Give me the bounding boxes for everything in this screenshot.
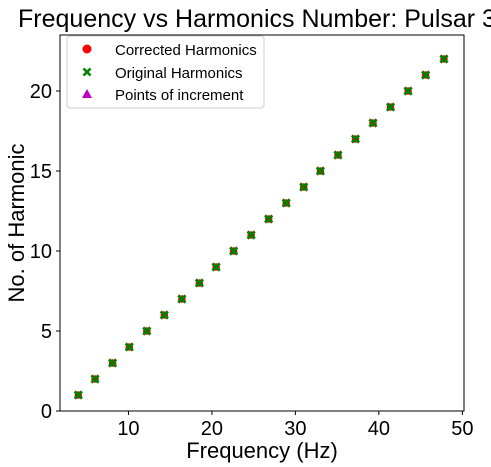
original-harmonic-point (439, 54, 449, 64)
y-tick-label: 0 (41, 401, 52, 423)
x-tick-label: 30 (284, 418, 306, 440)
original-harmonic-point (194, 278, 204, 288)
x-axis-label: Frequency (Hz) (186, 438, 338, 463)
legend-entry-corrected: Corrected Harmonics (115, 42, 257, 59)
legend-box (66, 35, 265, 109)
legend-marker-triangle (82, 89, 92, 98)
legend-entry-increment: Points of increment (115, 87, 244, 104)
plot-area-frame (59, 34, 465, 412)
y-tick-label: 15 (30, 161, 52, 183)
original-harmonic-point (124, 342, 134, 352)
legend: Corrected Harmonics Original Harmonics P… (66, 35, 265, 109)
legend-marker-circle (82, 44, 92, 54)
original-harmonic-point (142, 326, 152, 336)
x-tick-label: 10 (117, 418, 139, 440)
y-axis-label: No. of Harmonic (4, 144, 29, 303)
original-harmonic-point (403, 86, 413, 96)
original-harmonic-point (73, 390, 83, 400)
original-harmonic-point (350, 134, 361, 144)
chart-title: Frequency vs Harmonics Number: Pulsar 3 (18, 5, 491, 33)
legend-marker-x (82, 67, 92, 77)
original-harmonic-point (281, 198, 291, 208)
original-harmonic-point (385, 102, 396, 112)
x-axis: 10 20 30 40 50 (117, 411, 473, 440)
y-tick-label: 5 (41, 321, 52, 343)
y-axis: 0 5 10 15 20 (30, 81, 60, 423)
original-harmonic-point (299, 182, 309, 192)
original-harmonic-point (333, 150, 343, 160)
y-tick-label: 20 (30, 81, 52, 103)
data-points (73, 54, 449, 400)
original-harmonic-point (90, 374, 100, 384)
y-tick-label: 10 (30, 241, 52, 263)
legend-entry-original: Original Harmonics (115, 65, 243, 82)
original-harmonic-point (177, 294, 187, 304)
original-harmonic-point (264, 214, 274, 224)
original-harmonic-point (159, 310, 169, 320)
original-harmonic-point (246, 230, 256, 240)
x-tick-label: 50 (451, 418, 473, 440)
x-tick-label: 20 (201, 418, 223, 440)
original-harmonic-point (315, 166, 326, 176)
original-harmonic-point (229, 246, 239, 256)
original-harmonic-point (421, 70, 431, 80)
original-harmonic-point (368, 118, 378, 128)
original-harmonic-point (211, 262, 221, 272)
original-harmonic-point (107, 358, 118, 368)
x-tick-label: 40 (368, 418, 390, 440)
